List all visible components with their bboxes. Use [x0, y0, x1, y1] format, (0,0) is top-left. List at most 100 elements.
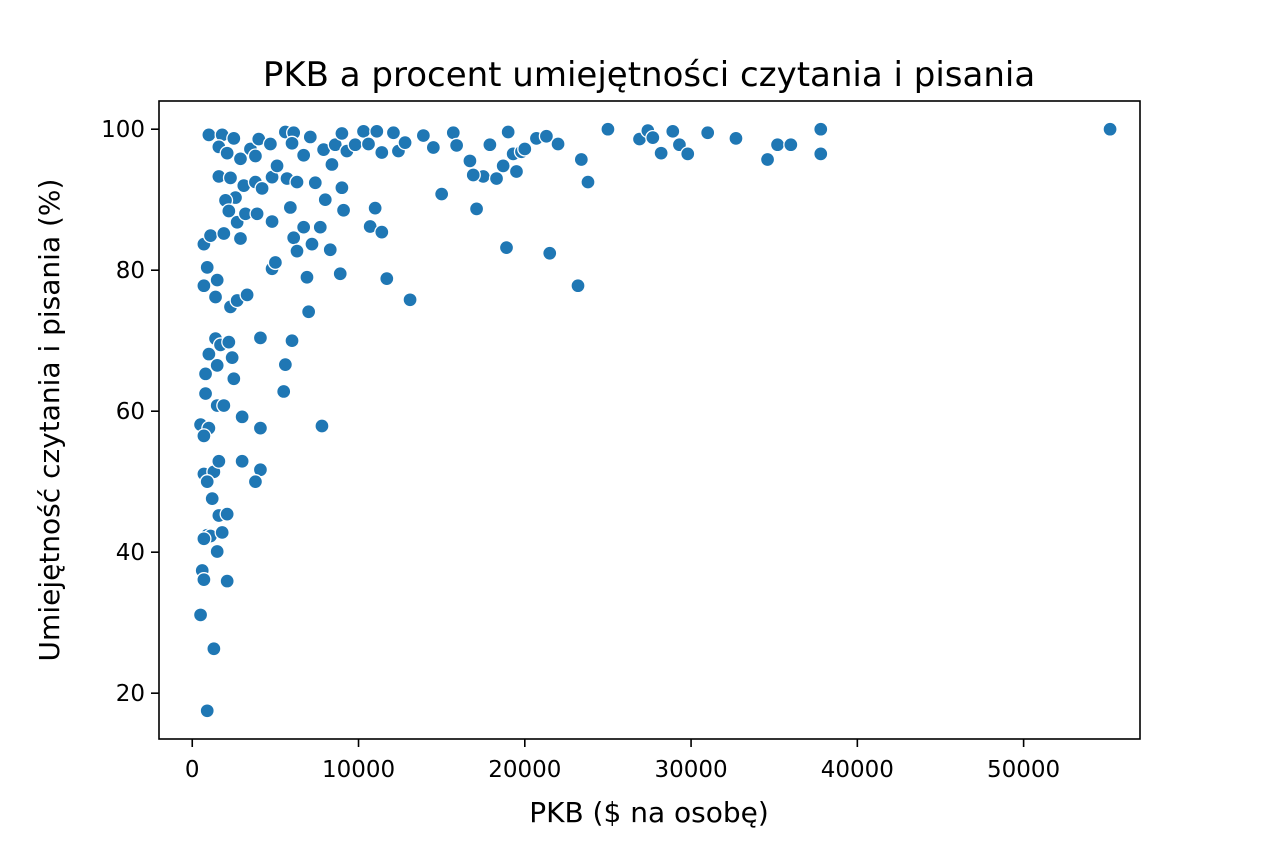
scatter-point [360, 136, 377, 152]
scatter-point [374, 224, 390, 240]
scatter-point [482, 137, 498, 153]
scatter-point [783, 137, 799, 153]
scatter-point [538, 128, 555, 144]
scatter-point [495, 158, 511, 174]
scatter-point [665, 123, 681, 139]
scatter-point [239, 287, 255, 303]
scatter-point [199, 474, 215, 490]
scatter-point [728, 130, 744, 147]
scatter-point [232, 230, 249, 247]
scatter-point [197, 385, 214, 402]
scatter-point [196, 531, 212, 547]
y-axis-label: Umiejętność czytania i pisania (%) [33, 179, 66, 662]
scatter-point [219, 145, 235, 161]
y-tick-label: 60 [116, 399, 145, 425]
scatter-point [252, 330, 269, 346]
scatter-point [289, 243, 305, 259]
scatter-point [369, 123, 385, 139]
scatter-point [385, 125, 402, 141]
scatter-point [312, 219, 328, 235]
scatter-point [700, 125, 716, 141]
scatter-point [379, 271, 395, 287]
scatter-point [282, 199, 299, 216]
scatter-point [334, 180, 350, 196]
scatter-point [196, 572, 212, 588]
scatter-point [262, 136, 279, 152]
scatter-point [304, 236, 320, 252]
scatter-point [199, 703, 215, 719]
scatter-point [397, 134, 413, 151]
scatter-point [196, 278, 212, 294]
scatter-point [226, 130, 242, 147]
scatter-point [206, 641, 222, 657]
x-tick-label: 40000 [821, 757, 894, 783]
scatter-point [276, 383, 292, 400]
scatter-point [570, 278, 586, 294]
scatter-point [600, 121, 616, 137]
scatter-point [500, 124, 516, 140]
scatter-point [468, 201, 485, 217]
scatter-point [211, 453, 227, 469]
scatter-point [201, 127, 217, 143]
scatter-point [580, 174, 596, 190]
scatter-point [199, 259, 215, 276]
scatter-point [367, 200, 383, 216]
x-axis-ticks: 0 10000 20000 30000 40000 50000 [185, 739, 1060, 783]
scatter-point [1102, 121, 1118, 137]
x-tick-label: 50000 [987, 757, 1060, 783]
scatter-point [226, 371, 242, 387]
scatter-point [498, 239, 515, 256]
scatter-point [573, 151, 589, 168]
scatter-point [207, 289, 224, 305]
scatter-point [465, 167, 481, 183]
scatter-point [296, 147, 312, 163]
scatter-point [204, 490, 220, 507]
scatter-point [214, 524, 230, 541]
scatter-point [462, 153, 478, 169]
scatter-point [680, 146, 696, 162]
scatter-point [201, 346, 217, 362]
x-tick-label: 20000 [488, 757, 561, 783]
y-tick-label: 100 [101, 117, 145, 143]
plot-area-frame [158, 100, 1141, 740]
scatter-point [508, 163, 525, 180]
y-tick-label: 20 [116, 681, 145, 707]
scatter-point [645, 130, 661, 146]
scatter-point [192, 607, 209, 623]
scatter-point [542, 245, 558, 261]
scatter-point [314, 418, 330, 434]
x-axis-label: PKB ($ na osobę) [529, 796, 769, 829]
scatter-point [425, 139, 441, 156]
scatter-point [317, 192, 333, 208]
y-tick-label: 80 [116, 258, 145, 284]
scatter-point [252, 420, 269, 436]
scatter-point [299, 269, 315, 285]
scatter-point [327, 137, 343, 153]
scatter-point [232, 151, 249, 167]
scatter-point [219, 573, 235, 589]
scatter-point [296, 219, 312, 235]
x-tick-label: 30000 [654, 757, 727, 783]
scatter-point [234, 453, 250, 469]
scatter-point [415, 127, 432, 144]
scatter-point [221, 203, 237, 219]
scatter-point [234, 409, 250, 425]
scatter-point [302, 129, 318, 145]
scatter-point [222, 170, 239, 186]
scatter-point [324, 156, 340, 173]
scatter-point [445, 125, 461, 141]
scatter-point [332, 266, 348, 282]
scatter-point [209, 272, 225, 288]
scatter-point [267, 254, 284, 271]
scatter-point [307, 175, 323, 191]
scatter-point [550, 136, 566, 152]
scatter-point [289, 174, 305, 190]
scatter-point [402, 292, 418, 308]
scatter-point [347, 137, 363, 153]
scatter-point [488, 170, 505, 187]
scatter-point [813, 121, 829, 137]
scatter-point [769, 137, 786, 153]
x-tick-label: 10000 [322, 757, 395, 783]
scatter-point [196, 428, 212, 444]
